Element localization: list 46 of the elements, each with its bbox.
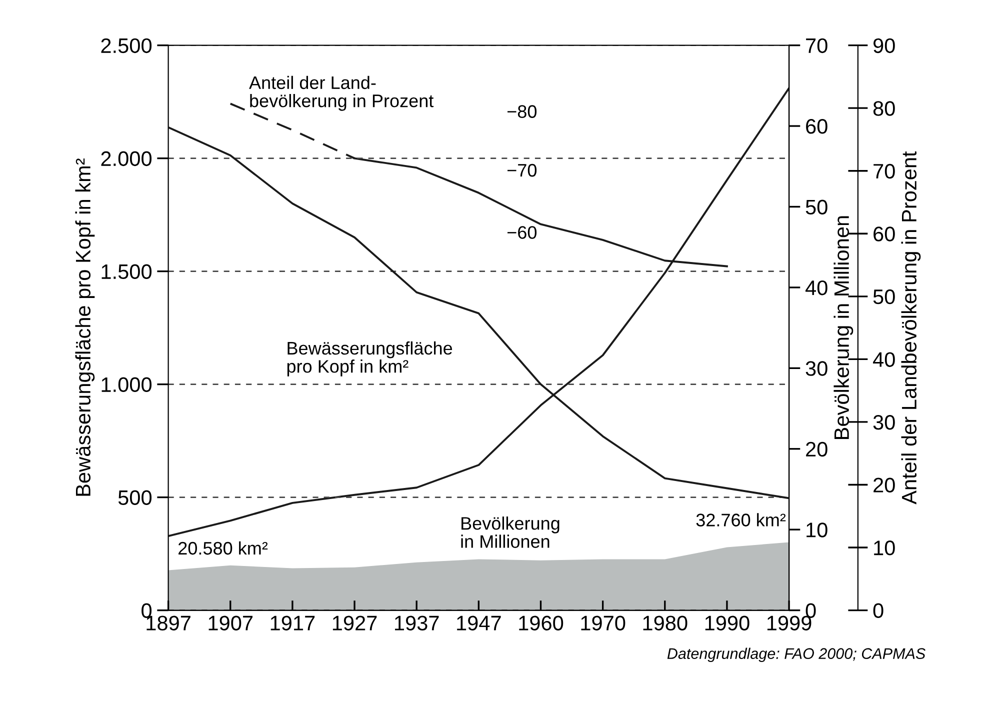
x-tick-label: 1897: [146, 616, 190, 630]
y2-tick-label: 30: [806, 361, 828, 376]
y3-tick-label: 20: [874, 478, 895, 492]
y3-tick-label: 40: [872, 352, 895, 367]
annotation: Bewässerungsfläche pro Kopf in km²: [287, 341, 452, 376]
y3-tick-label: 50: [873, 289, 895, 304]
y2-tick-label: 50: [806, 200, 828, 214]
annotation: Bevölkerung in Millionen: [461, 516, 560, 548]
annotation: −70: [507, 164, 537, 177]
y2-tick-label: 20: [806, 442, 828, 457]
annotation: −80: [507, 105, 537, 118]
y3-tick-label: 10: [874, 540, 895, 556]
y3-tick-label: 0: [873, 603, 884, 618]
y-tick-label: 1.000: [102, 377, 152, 392]
x-tick-label: 1980: [643, 616, 688, 630]
text: Datengrundlage: FAO 2000; CAPMAS: [667, 648, 926, 662]
x-tick-label: 1907: [208, 616, 252, 630]
annotation: 32.760 km²: [696, 513, 786, 526]
x-tick-label: 1960: [519, 616, 564, 630]
y2-tick-label: 60: [806, 119, 828, 134]
y-tick-label: 500: [118, 490, 152, 506]
y3-tick-label: 60: [874, 226, 895, 242]
y2-axis-title: Bevölkerung in Millionen: [834, 216, 854, 439]
y2-tick-label: 40: [805, 280, 828, 296]
x-tick-label: 1917: [270, 616, 315, 630]
y2-tick-label: 70: [806, 38, 828, 54]
x-tick-label: 1947: [457, 616, 501, 630]
annotation: −60: [507, 226, 537, 239]
x-tick-label: 1927: [332, 616, 377, 630]
y-axis-title: Bewässerungsfläche pro Kopf in km²: [75, 158, 95, 496]
y3-tick-label: 70: [874, 164, 895, 179]
x-tick-label: 1990: [705, 616, 750, 630]
y-tick-label: 1.500: [102, 264, 152, 280]
y3-tick-label: 90: [873, 38, 895, 54]
y2-tick-label: 10: [806, 522, 828, 538]
y3-axis-title: Anteil der Landbevölkerung in Prozent: [901, 151, 921, 504]
y3-tick-label: 80: [873, 101, 895, 116]
x-tick-label: 1999: [767, 616, 812, 630]
annotation: 20.580 km²: [178, 541, 268, 555]
y-tick-label: 2.000: [101, 151, 152, 166]
y-tick-label: 2.500: [101, 38, 152, 54]
x-tick-label: 1970: [581, 616, 626, 630]
annotation: Anteil der Land- bevölkerung in Prozent: [249, 76, 434, 111]
y2-tick-label: 0: [806, 603, 816, 618]
y3-tick-label: 30: [873, 414, 895, 430]
x-tick-label: 1937: [395, 616, 439, 630]
